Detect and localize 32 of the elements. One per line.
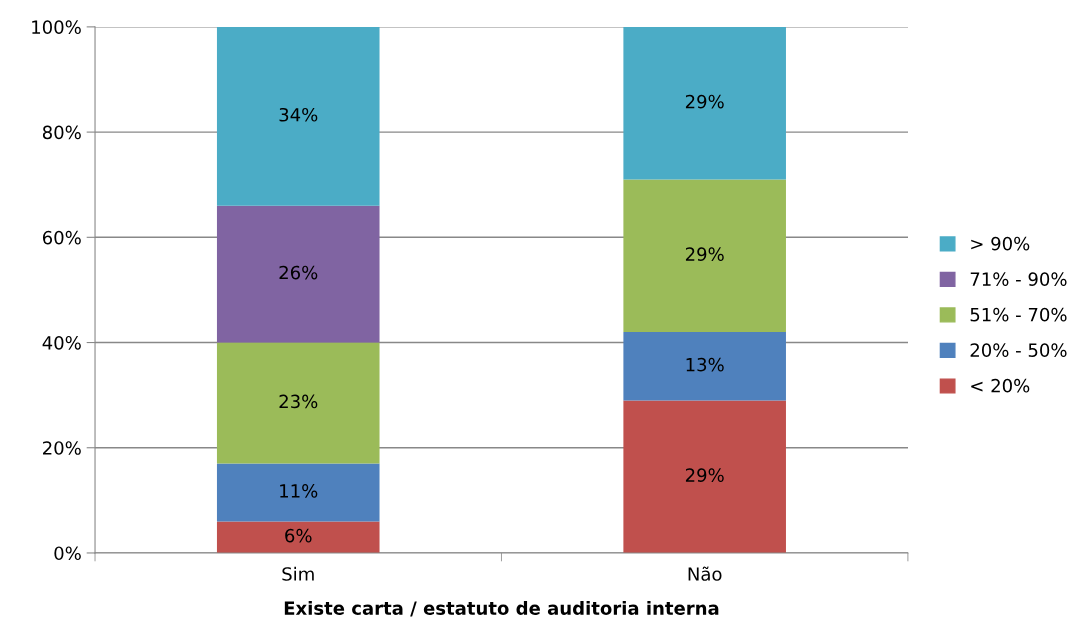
legend-label: < 20% — [971, 378, 1030, 393]
legend-label: 71% - 90% — [970, 272, 1067, 286]
data-label: 29% — [685, 247, 724, 261]
y-tick-label: 20% — [43, 441, 81, 455]
data-label: 29% — [685, 94, 724, 109]
data-label: 6% — [285, 528, 312, 543]
bar — [216, 463, 380, 522]
x-tick-label: Não — [688, 566, 722, 581]
data-label: 26% — [279, 265, 318, 280]
data-label: 23% — [279, 394, 318, 409]
legend-label: 20% - 50% — [970, 343, 1067, 357]
data-label: 11% — [280, 484, 318, 498]
y-tick-label: 40% — [42, 335, 81, 350]
y-tick-label: 60% — [42, 230, 81, 245]
bar — [216, 521, 380, 553]
bar — [216, 342, 380, 464]
y-tick-label: 100% — [32, 20, 81, 34]
data-label: 29% — [685, 468, 724, 482]
bar — [623, 332, 786, 401]
legend-label: > 90% — [971, 236, 1030, 251]
x-tick-label: Sim — [282, 566, 314, 581]
bar — [623, 179, 786, 333]
y-tick-label: 80% — [42, 125, 81, 140]
data-label: 13% — [686, 357, 724, 372]
bar — [623, 26, 786, 180]
y-tick-label: 0% — [54, 546, 81, 561]
bar — [216, 205, 380, 343]
legend-label: 51% - 70% — [970, 307, 1067, 322]
data-label: 34% — [279, 107, 318, 122]
bar — [623, 400, 786, 553]
x-axis-title: Existe carta / estatuto de auditoria interna — [284, 600, 719, 617]
bar — [216, 26, 380, 206]
